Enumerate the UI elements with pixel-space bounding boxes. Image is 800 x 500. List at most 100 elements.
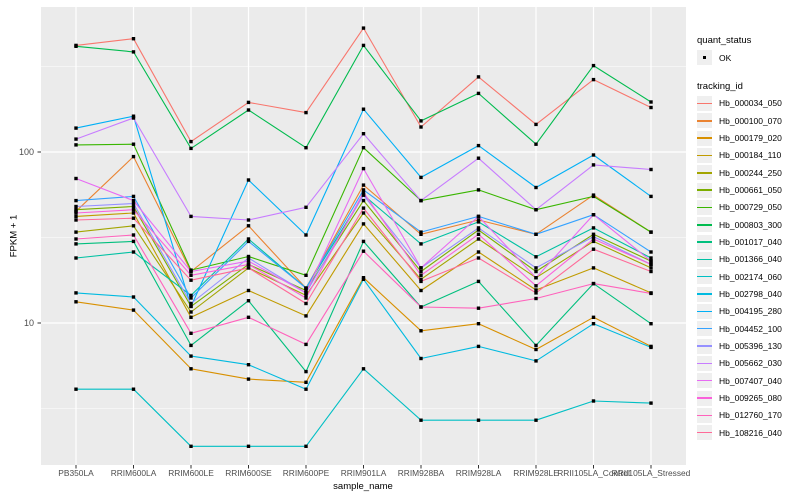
legend-key [697, 165, 712, 181]
legend-key [697, 251, 712, 267]
data-point [419, 279, 423, 284]
data-point [419, 266, 423, 270]
data-point [74, 44, 78, 48]
x-axis-title: sample_name [333, 481, 393, 492]
data-point [361, 198, 366, 203]
data-point [361, 190, 366, 195]
data-point [131, 194, 136, 199]
data-point [304, 387, 308, 391]
line-swatch-icon [697, 293, 712, 295]
data-point [419, 356, 423, 361]
data-point [74, 126, 78, 130]
legend-key [697, 407, 712, 423]
legend-key [697, 338, 712, 354]
data-point [246, 256, 251, 260]
data-point [246, 363, 251, 367]
legend-entry-label: Hb_007407_040 [719, 375, 782, 386]
legend-entry-label: Hb_005396_130 [719, 341, 782, 352]
data-point [304, 273, 308, 277]
legend-entry-label: Hb_012760_170 [719, 410, 782, 421]
line-swatch-icon [697, 310, 712, 313]
data-point [189, 269, 193, 274]
x-tick-label: RRIM928LE [513, 468, 559, 478]
data-point [476, 91, 481, 96]
data-point [476, 279, 481, 284]
data-point [419, 305, 423, 309]
legend-entry-label: Hb_002798_040 [719, 289, 782, 300]
data-point [649, 256, 653, 260]
data-point [591, 194, 596, 199]
data-point [361, 166, 366, 171]
legend-title-tracking-id: tracking_id [697, 81, 743, 92]
data-point [361, 107, 366, 111]
legend-key [697, 234, 712, 250]
data-point [74, 230, 78, 234]
x-tick-label: RRIM901LA [340, 468, 387, 478]
data-point [131, 116, 136, 120]
line-swatch-icon [697, 224, 712, 226]
legend-entry-label: Hb_000179_020 [719, 133, 782, 144]
data-point [131, 308, 136, 312]
data-point [361, 193, 366, 197]
data-point [74, 214, 78, 219]
data-point [74, 256, 78, 260]
line-swatch-icon [697, 241, 712, 243]
data-point [476, 228, 481, 232]
legend-key [697, 199, 712, 215]
data-point [131, 142, 136, 146]
data-point [361, 43, 366, 48]
data-point [591, 266, 596, 270]
data-point [361, 183, 366, 187]
data-point [304, 369, 308, 374]
data-point [361, 277, 366, 281]
data-point [131, 198, 136, 203]
data-point [304, 301, 308, 306]
data-point [476, 218, 481, 222]
data-point [131, 50, 136, 54]
data-point [246, 299, 251, 303]
data-point [534, 266, 538, 270]
legend-entry-label: Hb_001366_040 [719, 254, 782, 265]
x-tick-label: RRIM600PE [282, 468, 330, 478]
data-point [131, 211, 136, 215]
legend-entry-label: Hb_108216_040 [719, 427, 782, 438]
data-point [361, 188, 366, 192]
data-point [361, 249, 366, 253]
x-tick-label: RRIM928BA [397, 468, 445, 478]
data-point [476, 418, 481, 422]
data-point [649, 291, 653, 296]
line-swatch-icon [697, 120, 712, 122]
data-point [591, 239, 596, 244]
data-point [534, 343, 538, 348]
legend-entry-label: Hb_000034_050 [719, 98, 782, 109]
data-point [476, 214, 481, 219]
line-swatch-icon [697, 189, 712, 191]
legend-key [697, 269, 712, 285]
data-point [476, 188, 481, 192]
x-tick-label: RRIM928LA [455, 468, 502, 478]
data-point [189, 301, 193, 306]
legend-key-ok [697, 50, 712, 65]
data-point [189, 214, 193, 219]
data-point [476, 75, 481, 79]
legend-key [697, 303, 712, 319]
data-point [246, 266, 251, 270]
data-point [649, 167, 653, 172]
data-point [361, 239, 366, 244]
data-point [591, 237, 596, 241]
legend-key [697, 95, 712, 111]
point-icon [703, 56, 706, 59]
data-point [131, 37, 136, 41]
data-point [591, 77, 596, 82]
data-point [246, 224, 251, 228]
data-point [131, 250, 136, 254]
data-point [304, 110, 308, 115]
data-point [131, 224, 136, 228]
data-point [534, 185, 538, 190]
legend-key [697, 286, 712, 302]
data-point [534, 269, 538, 274]
data-point [189, 293, 193, 298]
data-point [74, 204, 78, 209]
x-tick-label: RRIM600LA [110, 468, 157, 478]
